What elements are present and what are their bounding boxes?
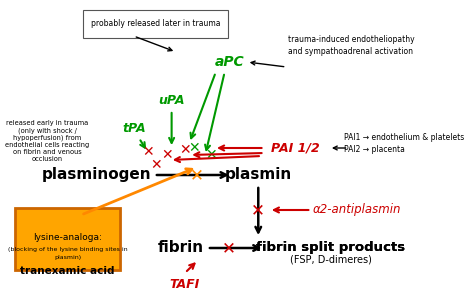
Text: trauma-induced endotheliopathy: trauma-induced endotheliopathy bbox=[288, 36, 415, 45]
Text: lysine-analoga:: lysine-analoga: bbox=[33, 232, 102, 241]
Text: tPA: tPA bbox=[123, 122, 146, 135]
Text: ✕: ✕ bbox=[179, 143, 191, 157]
Text: plasminogen: plasminogen bbox=[42, 167, 151, 182]
Text: PAI2 → placenta: PAI2 → placenta bbox=[344, 145, 405, 154]
FancyBboxPatch shape bbox=[83, 10, 228, 38]
Text: fibrin split products: fibrin split products bbox=[256, 241, 405, 255]
Text: plasmin): plasmin) bbox=[54, 256, 81, 260]
Text: PAI1 → endothelium & platelets: PAI1 → endothelium & platelets bbox=[344, 134, 465, 142]
Text: ✕: ✕ bbox=[161, 148, 173, 162]
Text: and sympathoadrenal activation: and sympathoadrenal activation bbox=[288, 48, 413, 57]
Text: aPC: aPC bbox=[214, 55, 244, 69]
Text: PAI 1/2: PAI 1/2 bbox=[271, 141, 320, 154]
Text: ✕: ✕ bbox=[188, 141, 200, 155]
Text: ✕: ✕ bbox=[142, 145, 154, 159]
Text: TAFI: TAFI bbox=[170, 278, 200, 291]
Text: ✕: ✕ bbox=[222, 239, 236, 257]
Text: tranexamic acid: tranexamic acid bbox=[20, 266, 115, 276]
Text: ✕: ✕ bbox=[191, 166, 204, 184]
Text: plasmin: plasmin bbox=[225, 167, 292, 182]
Text: fibrin split products: fibrin split products bbox=[256, 241, 405, 255]
Text: probably released later in trauma: probably released later in trauma bbox=[91, 20, 220, 29]
Text: α2-antiplasmin: α2-antiplasmin bbox=[313, 203, 401, 216]
Text: ✕: ✕ bbox=[206, 148, 217, 162]
Text: (blocking of the lysine binding sites in: (blocking of the lysine binding sites in bbox=[8, 247, 128, 252]
Text: ✕: ✕ bbox=[251, 201, 265, 219]
Text: ✕: ✕ bbox=[150, 158, 162, 172]
FancyBboxPatch shape bbox=[15, 208, 120, 270]
Text: (FSP, D-dimeres): (FSP, D-dimeres) bbox=[290, 255, 372, 265]
Text: uPA: uPA bbox=[158, 94, 185, 107]
Text: fibrin: fibrin bbox=[157, 240, 203, 256]
Text: released early in trauma
(only with shock /
hypoperfusion) from
endothelial cell: released early in trauma (only with shoc… bbox=[5, 120, 90, 162]
